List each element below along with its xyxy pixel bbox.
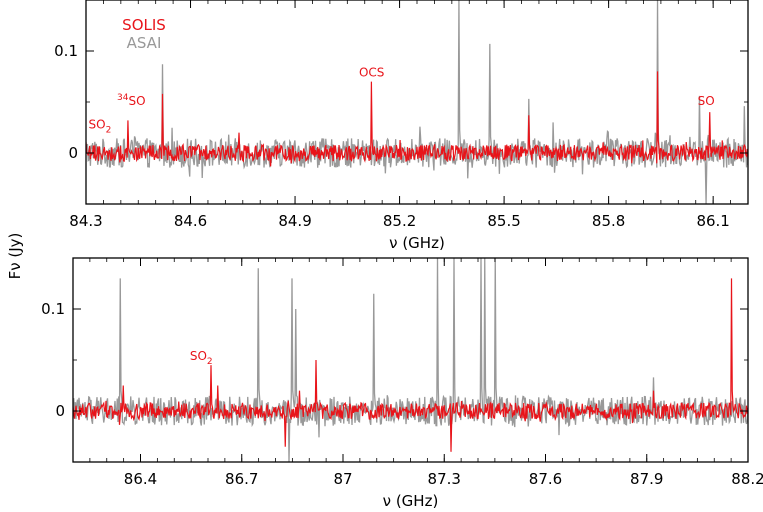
x-tick-label: 85.2	[383, 212, 416, 230]
series-line-asai	[86, 0, 748, 204]
x-axis-title: ν (GHz)	[383, 492, 439, 510]
y-tick-label: 0	[55, 402, 65, 420]
x-tick-label: 84.3	[69, 212, 102, 230]
line-annotation: SO2	[89, 118, 112, 136]
series-line-solis	[86, 71, 748, 167]
x-axis-title: ν (GHz)	[389, 234, 445, 252]
x-tick-label: 87.9	[630, 470, 663, 488]
x-tick-label: 87.6	[529, 470, 562, 488]
line-annotation: 34SO	[117, 93, 146, 108]
x-tick-label: 86.4	[124, 470, 157, 488]
series-group	[86, 0, 748, 204]
x-tick-label: 87.3	[428, 470, 461, 488]
y-tick-label: 0	[68, 144, 78, 162]
line-annotation: SO	[698, 94, 715, 108]
panel-top: 84.3 84.6 84.9 85.2 85.5 85.8 86.1 0 0.1 ν (GHz) S…	[54, 0, 749, 252]
x-tick-label: 85.5	[487, 212, 520, 230]
plot-frame	[85, 0, 749, 205]
series-group	[73, 258, 748, 462]
x-tick-label: 84.6	[174, 212, 207, 230]
line-annotation: OCS	[359, 66, 384, 80]
line-annotation: SO2	[190, 349, 213, 367]
y-axis-title: Fν (Jy)	[6, 233, 24, 280]
x-tick-label: 87	[333, 470, 352, 488]
panel-bottom: 86.4 86.7 87 87.3 87.6 87.9 88.2 0 0.1 ν (GHz) SO2	[41, 257, 763, 510]
x-tick-label: 88.2	[731, 470, 763, 488]
series-line-asai	[73, 258, 748, 462]
y-tick-label: 0.1	[54, 42, 78, 60]
series-line-solis	[73, 278, 748, 452]
x-tick-label: 85.8	[592, 212, 625, 230]
y-tick-label: 0.1	[41, 300, 65, 318]
x-tick-label: 86.1	[696, 212, 729, 230]
legend-entry-solis: SOLIS	[122, 16, 166, 34]
legend-entry-asai: ASAI	[127, 34, 162, 52]
plot-frame	[72, 257, 749, 463]
x-tick-label: 84.9	[278, 212, 311, 230]
x-tick-label: 86.7	[225, 470, 258, 488]
